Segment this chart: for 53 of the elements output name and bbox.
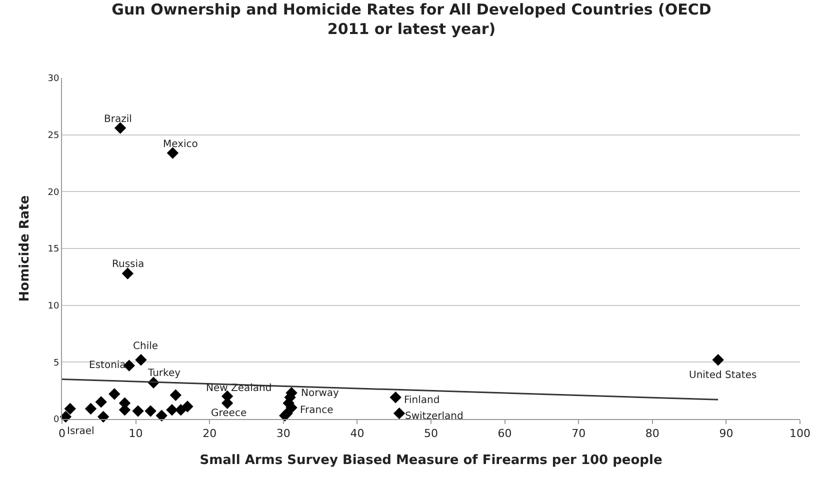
point — [182, 400, 194, 412]
annotation: United States — [689, 370, 757, 381]
x-axis-title: Small Arms Survey Biased Measure of Firearms per 100 people — [200, 452, 662, 468]
annotation: Russia — [112, 259, 144, 270]
y-tick-label: 0 — [53, 415, 60, 426]
annotation: Switzerland — [405, 411, 464, 422]
x-tick-label: 80 — [645, 427, 660, 440]
y-tick-label: 20 — [48, 188, 60, 198]
y-tick-label: 30 — [48, 74, 60, 84]
annotation: New Zealand — [206, 383, 272, 394]
annotation: Chile — [133, 341, 158, 352]
x-tick-label: 90 — [719, 427, 734, 440]
point — [712, 354, 724, 366]
point — [156, 410, 168, 422]
point — [166, 404, 178, 416]
x-tick-label: 40 — [350, 427, 364, 440]
point — [132, 405, 144, 417]
y-tick-label: 15 — [48, 244, 60, 255]
point — [122, 268, 134, 280]
annotation: Greece — [211, 408, 247, 419]
x-tick-label: 100 — [790, 427, 810, 440]
x-tick-label: 20 — [202, 427, 217, 440]
point — [135, 354, 147, 366]
x-tick-label: 60 — [498, 427, 512, 440]
point — [279, 410, 291, 422]
point — [114, 122, 126, 134]
y-tick-label: 10 — [48, 301, 60, 312]
y-tick-label: 25 — [48, 130, 60, 141]
x-tick-label: 70 — [572, 427, 586, 440]
y-axis-title: Homicide Rate — [18, 195, 33, 302]
point — [108, 388, 120, 400]
annotation: France — [300, 405, 334, 416]
x-tick-label: 10 — [128, 427, 143, 440]
annotation: Mexico — [163, 139, 198, 150]
annotation: Israel — [67, 426, 94, 437]
annotation: Norway — [301, 388, 340, 399]
x-tick-label: 50 — [424, 427, 438, 440]
point — [144, 405, 156, 417]
annotation: Finland — [404, 395, 440, 406]
point — [393, 407, 406, 420]
annotation: Turkey — [147, 368, 181, 379]
annotation: Estonia — [89, 360, 126, 371]
chart-title: Gun Ownership and Homicide Rates for All Developed Countries (OECD 2011 or latest year) — [112, 0, 712, 38]
point — [170, 389, 182, 401]
y-tick-label: 5 — [53, 358, 60, 368]
point — [64, 402, 76, 415]
point — [390, 392, 402, 404]
point — [95, 396, 107, 408]
x-tick-label: 30 — [276, 427, 290, 440]
point — [166, 147, 179, 159]
point — [174, 404, 187, 416]
annotation: Brazil — [104, 114, 132, 125]
point — [84, 402, 97, 415]
